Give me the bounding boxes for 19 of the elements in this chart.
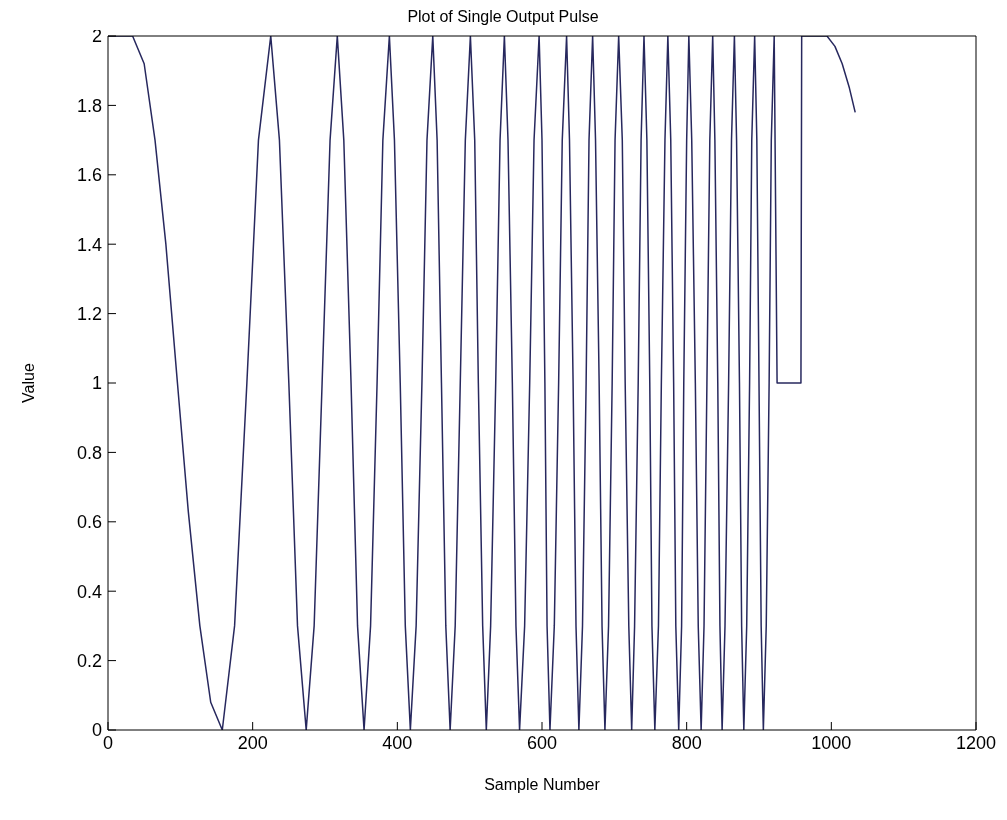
y-tick-label: 0.2 (76, 650, 102, 671)
y-tick-label: 1.2 (76, 303, 102, 324)
y-tick-label: 1.4 (76, 234, 102, 255)
x-tick-label: 1200 (955, 732, 997, 753)
x-tick-label: 800 (671, 732, 702, 753)
y-tick-label: 0.8 (76, 442, 102, 463)
x-axis-title: Sample Number (484, 776, 601, 793)
x-tick-label: 1000 (811, 732, 852, 753)
y-tick-label: 0.6 (76, 512, 102, 533)
x-tick-label: 200 (237, 732, 268, 753)
y-axis-title: Value (19, 363, 37, 403)
y-tick-label: 0.4 (76, 581, 102, 602)
y-tick-label: 2 (91, 26, 102, 47)
y-tick-label: 1.6 (76, 165, 102, 186)
y-tick-label: 1 (91, 373, 102, 394)
x-tick-label: 600 (526, 732, 558, 753)
x-tick-label: 400 (382, 732, 413, 753)
y-tick-label: 1.8 (76, 95, 102, 116)
chart-title: Plot of Single Output Pulse (407, 8, 599, 25)
